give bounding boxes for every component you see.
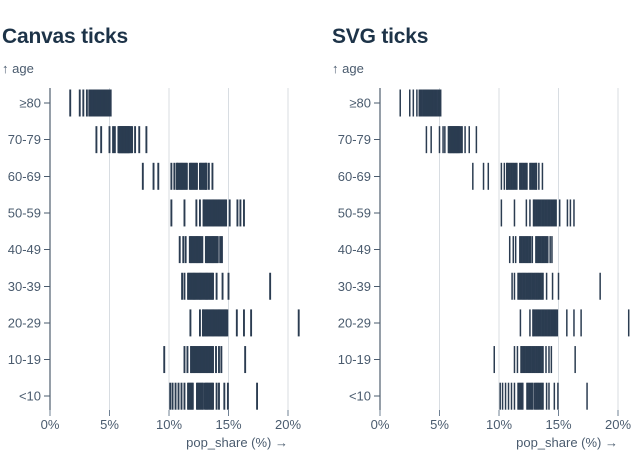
y-tick-label: 30-39 (8, 279, 41, 294)
y-tick-label: 10-19 (338, 352, 371, 367)
y-tick-label: <10 (19, 389, 41, 404)
y-tick-label: 70-79 (338, 132, 371, 147)
svg-ticks-chart: ↑ age ≥80 70-79 60-69 50-59 40-49 30-39 20-29 10… (332, 61, 631, 450)
x-tick-label: 20% (605, 417, 631, 432)
y-axis-label: ↑ age (332, 61, 364, 76)
tick-series-70-79 (95, 126, 148, 154)
tick-series-10-19 (493, 346, 576, 374)
tick-series-<10 (499, 382, 588, 410)
panel-canvas-ticks: Canvas ticks ↑ age ≥80 70-79 60-69 50-59 40-4… (2, 25, 301, 450)
tick-series-70-79 (425, 126, 478, 154)
y-tick-label: 50-59 (338, 205, 371, 220)
tick-series-40-49 (508, 236, 553, 264)
tick-series-60-69 (141, 162, 214, 190)
x-tick-label: 0% (371, 417, 390, 432)
panel-svg-ticks: SVG ticks ↑ age ≥80 70-79 60-69 50-59 40-49 30… (330, 0, 640, 466)
tick-series-≥80 (69, 89, 112, 117)
tick-series-30-39 (181, 272, 272, 300)
x-axis-label: pop_share (%) → (516, 435, 618, 450)
tick-series-≥80 (399, 89, 442, 117)
tick-series-50-59 (500, 199, 575, 227)
x-tick-label: 5% (430, 417, 449, 432)
tick-series-40-49 (178, 236, 223, 264)
y-tick-label: 40-49 (8, 242, 41, 257)
y-tick-label: 20-29 (8, 315, 41, 330)
x-axis-label: pop_share (%) → (186, 435, 288, 450)
tick-series-20-29 (519, 309, 630, 337)
tick-series-20-29 (189, 309, 300, 337)
tick-series-<10 (169, 382, 259, 410)
x-tick-label: 10% (156, 417, 182, 432)
y-tick-label: 10-19 (8, 352, 41, 367)
y-tick-label: 20-29 (338, 315, 371, 330)
canvas-ticks-chart: ↑ age ≥80 70-79 60-69 50-59 40-49 30-39 20-29 10… (2, 61, 301, 450)
y-tick-label: 60-69 (338, 169, 371, 184)
x-tick-label: 15% (545, 417, 571, 432)
y-axis-label: ↑ age (2, 61, 34, 76)
y-tick-label: <10 (349, 389, 371, 404)
tick-series-60-69 (472, 162, 544, 190)
y-tick-label: 30-39 (338, 279, 371, 294)
y-tick-label: 50-59 (8, 205, 41, 220)
x-tick-label: 20% (275, 417, 301, 432)
y-tick-label: 40-49 (338, 242, 371, 257)
x-tick-label: 10% (486, 417, 512, 432)
x-tick-label: 15% (215, 417, 241, 432)
y-tick-label: ≥80 (349, 96, 371, 111)
y-tick-label: 60-69 (8, 169, 41, 184)
x-tick-label: 0% (41, 417, 60, 432)
tick-series-50-59 (170, 199, 245, 227)
tick-series-10-19 (163, 346, 247, 374)
panel-title-canvas: Canvas ticks (2, 25, 129, 48)
y-tick-label: ≥80 (19, 96, 41, 111)
x-tick-label: 5% (100, 417, 119, 432)
y-tick-label: 70-79 (8, 132, 41, 147)
panel-title-svg: SVG ticks (332, 25, 429, 48)
tick-series-30-39 (511, 272, 601, 300)
